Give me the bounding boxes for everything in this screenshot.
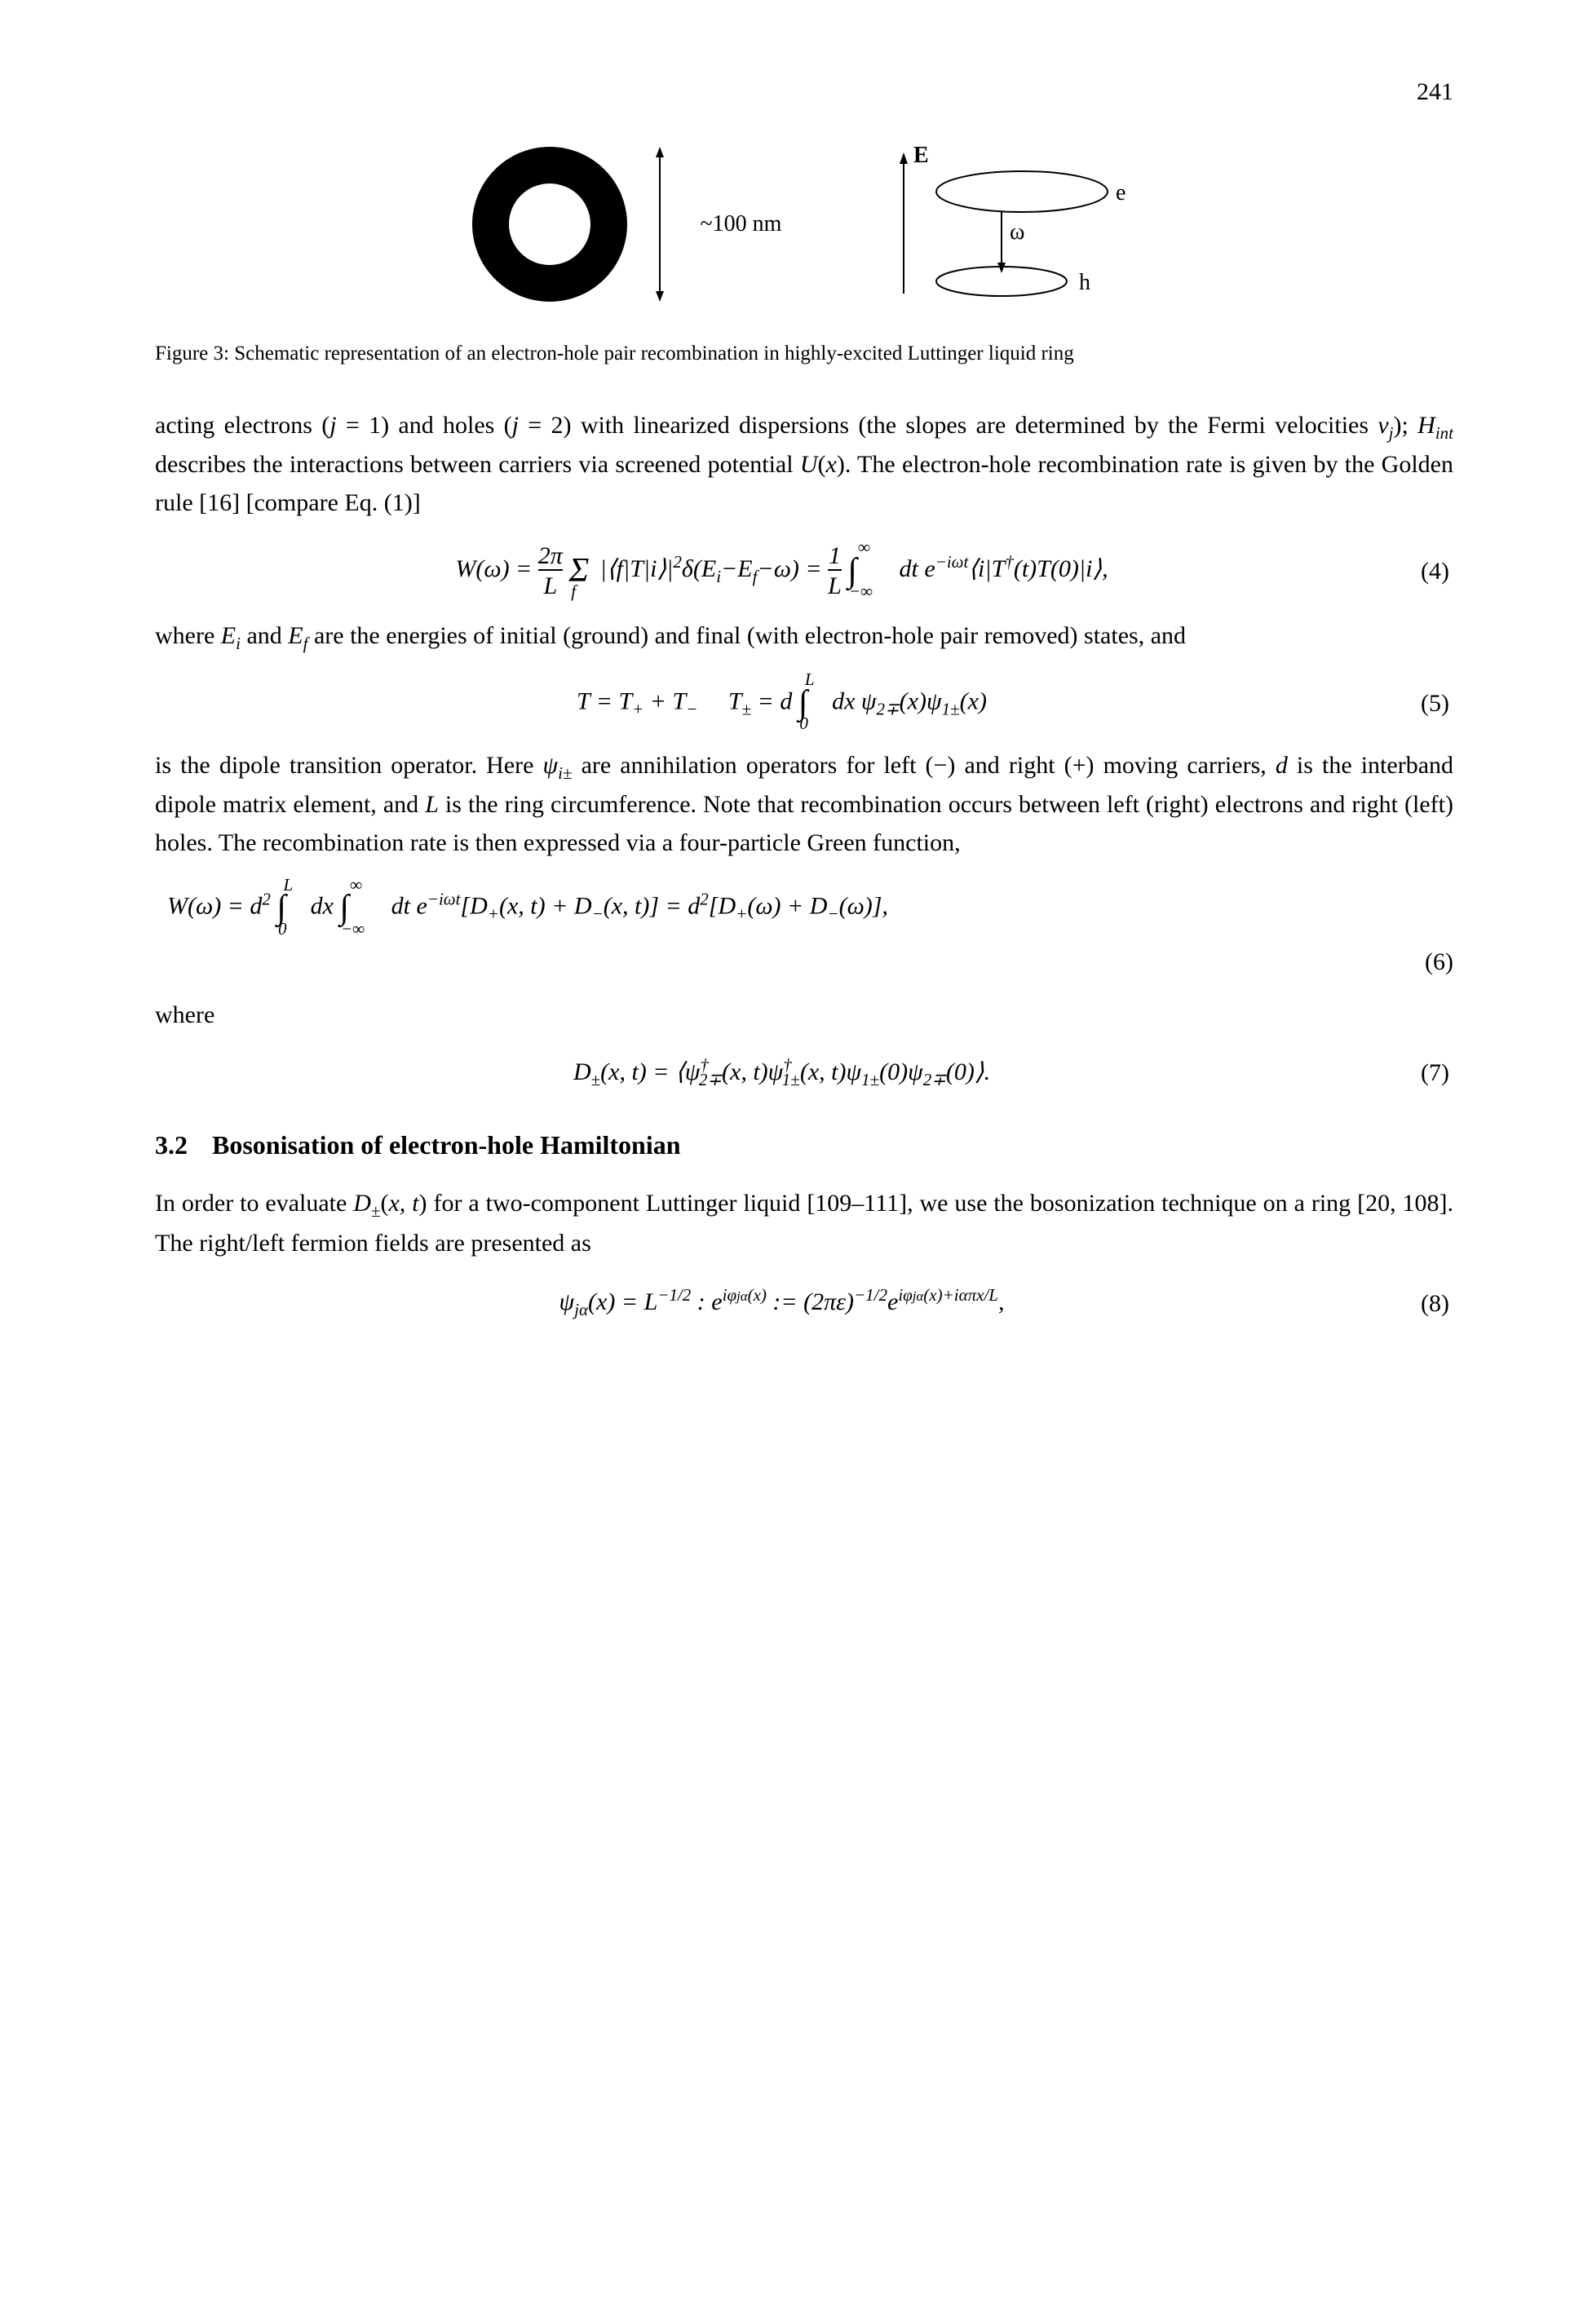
var-j: j xyxy=(329,412,336,439)
figure-left-panel: ~100 nm xyxy=(468,143,782,306)
recombination-diagram-icon: E e ω h xyxy=(879,143,1140,306)
section-heading-3-2: 3.2 Bosonisation of electron-hole Hamilto… xyxy=(155,1125,1453,1164)
equation-number: (8) xyxy=(1421,1285,1449,1322)
ring-icon xyxy=(468,143,631,306)
var-H: H xyxy=(1417,412,1435,439)
equation-number-6: (6) xyxy=(155,943,1453,980)
section-number: 3.2 xyxy=(155,1130,188,1160)
text: are annihilation operators for left (−) … xyxy=(573,752,1276,779)
equation-number: (5) xyxy=(1421,685,1449,722)
var-E: E xyxy=(288,622,303,649)
paragraph-3: is the dipole transition operator. Here … xyxy=(155,747,1453,863)
sub-ipm: i± xyxy=(558,763,572,783)
var-d: d xyxy=(1276,752,1288,779)
equation-content: T = T+ + T− T± = d ∫0L dx ψ2∓(x)ψ1±(x) xyxy=(159,678,1404,729)
var-v: v xyxy=(1378,412,1388,439)
equation-5: T = T+ + T− T± = d ∫0L dx ψ2∓(x)ψ1±(x) (… xyxy=(155,678,1453,729)
page-number: 241 xyxy=(155,73,1453,110)
text: where xyxy=(155,622,221,649)
text: and xyxy=(241,622,288,649)
equation-8: ψjα(x) = L−1/2 : eiφjα(x) := (2πε)−1/2ei… xyxy=(155,1283,1453,1323)
section-title: Bosonisation of electron-hole Hamiltonia… xyxy=(212,1130,681,1160)
text: = 1) and holes ( xyxy=(337,412,512,439)
text: ); xyxy=(1394,412,1418,439)
size-arrow-icon xyxy=(648,143,684,306)
figure-3: ~100 nm E e ω h xyxy=(155,143,1453,306)
var-j: j xyxy=(512,412,519,439)
equation-number: (4) xyxy=(1421,553,1449,590)
text: ( xyxy=(818,451,826,478)
var-x: x xyxy=(826,451,837,478)
svg-text:h: h xyxy=(1079,270,1090,295)
var-E: E xyxy=(221,622,236,649)
paragraph-1: acting electrons (j = 1) and holes (j = … xyxy=(155,407,1453,523)
equation-content: W(ω) = 2π L Σf |⟨f|T|i⟩|2δ(Ei−Ef−ω) = 1 … xyxy=(159,542,1404,599)
paragraph-4: where xyxy=(155,996,1453,1035)
var-psi: ψ xyxy=(543,752,559,779)
var-L: L xyxy=(425,791,439,818)
figure-caption: Figure 3: Schematic representation of an… xyxy=(155,338,1453,370)
sub-int: int xyxy=(1435,423,1453,443)
equation-6: W(ω) = d2 ∫0L dx ∫−∞∞ dt e−iωt[D+(x, t) … xyxy=(155,882,1453,934)
equation-4: W(ω) = 2π L Σf |⟨f|T|i⟩|2δ(Ei−Ef−ω) = 1 … xyxy=(155,542,1453,599)
var-D: D xyxy=(353,1190,371,1217)
equation-content: W(ω) = d2 ∫0L dx ∫−∞∞ dt e−iωt[D+(x, t) … xyxy=(159,882,1449,934)
equation-7: D±(x, t) = ⟨ψ†2∓(x, t)ψ†1±(x, t)ψ1±(0)ψ2… xyxy=(155,1053,1453,1094)
figure-right-panel: E e ω h xyxy=(879,143,1140,306)
equation-content: ψjα(x) = L−1/2 : eiφjα(x) := (2πε)−1/2ei… xyxy=(159,1283,1404,1323)
equation-content: D±(x, t) = ⟨ψ†2∓(x, t)ψ†1±(x, t)ψ1±(0)ψ2… xyxy=(159,1053,1404,1094)
paragraph-2: where Ei and Ef are the energies of init… xyxy=(155,617,1453,657)
var-U: U xyxy=(800,451,818,478)
text: = 2) with linearized dispersions (the sl… xyxy=(519,412,1378,439)
svg-text:e: e xyxy=(1116,180,1125,205)
text: ( xyxy=(380,1190,388,1217)
var-xt: x, t xyxy=(388,1190,418,1217)
text: acting electrons ( xyxy=(155,412,329,439)
paragraph-5: In order to evaluate D±(x, t) for a two-… xyxy=(155,1185,1453,1262)
svg-text:E: E xyxy=(913,143,929,168)
text: is the dipole transition operator. Here xyxy=(155,752,543,779)
text: describes the interactions between carri… xyxy=(155,451,800,478)
equation-number: (7) xyxy=(1421,1054,1449,1091)
sub-pm: ± xyxy=(371,1201,381,1221)
svg-text:ω: ω xyxy=(1010,219,1024,245)
size-label: ~100 nm xyxy=(701,207,782,241)
text: In order to evaluate xyxy=(155,1190,353,1217)
text: are the energies of initial (ground) and… xyxy=(307,622,1186,649)
